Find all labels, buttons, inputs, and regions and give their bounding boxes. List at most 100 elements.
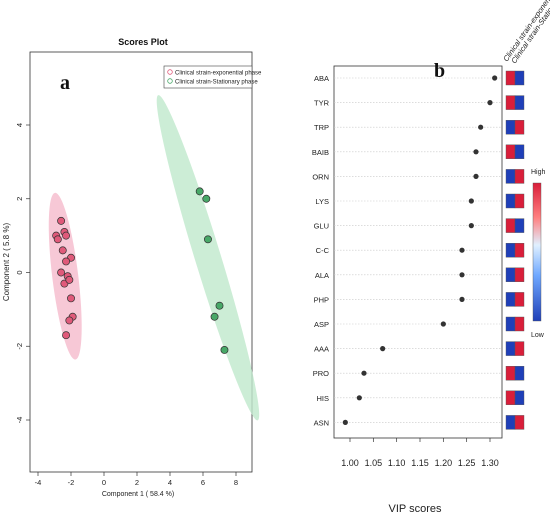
heatmap-cell [514, 292, 525, 307]
scores-plot-panel: Scores Plot -4 -2 0 2 4 6 8 -4 -2 0 2 4 Component … [2, 37, 262, 498]
heatmap-cell [505, 341, 516, 356]
vip-point [468, 223, 474, 229]
vip-x-tick-label: 1.25 [458, 458, 476, 468]
heatmap-cell [514, 218, 525, 233]
heatmap-cell [514, 95, 525, 110]
vip-x-axis-ticks: 1.00 1.05 1.10 1.15 1.20 1.25 1.30 [341, 438, 499, 468]
vip-x-tick-label: 1.15 [411, 458, 429, 468]
legend-label-exponential: Clinical strain-exponential phase [175, 71, 262, 77]
point-exponential [58, 246, 67, 255]
vip-feature-label: HIS [316, 394, 329, 403]
vip-feature-label: C-C [316, 246, 330, 255]
point-stationary [215, 301, 224, 310]
vip-point [356, 395, 362, 401]
vip-points [342, 75, 498, 425]
point-exponential [67, 294, 75, 303]
vip-point [473, 149, 479, 155]
x-tick-label: 2 [135, 478, 139, 487]
vip-feature-label: ALA [315, 271, 329, 280]
heatmap-cell [505, 390, 516, 405]
panel-label-a: a [60, 72, 70, 94]
vip-feature-labels: ABA TYR TRP BAIB ORN LYS GLU C-C ALA PHP ASP AAA PRO… [312, 74, 330, 427]
vip-x-tick-label: 1.00 [341, 458, 359, 468]
x-tick-label: 8 [234, 478, 238, 487]
vip-feature-label: ASN [314, 418, 329, 427]
vip-point [459, 296, 465, 302]
y-tick-label: 2 [15, 197, 24, 201]
vip-x-tick-label: 1.30 [481, 458, 499, 468]
ellipse-stationary [156, 95, 260, 421]
vip-feature-label: TYR [314, 99, 330, 108]
confidence-ellipses [48, 95, 260, 421]
heatmap-cell [514, 242, 525, 258]
x-tick-label: 6 [201, 478, 205, 487]
vip-plot-frame [333, 65, 503, 439]
point-stationary [210, 312, 219, 321]
heatmap-cell [505, 415, 516, 430]
vip-point [361, 370, 367, 376]
scores-plot-title: Scores Plot [118, 37, 168, 47]
heatmap-cell [514, 119, 525, 135]
x-axis-title: Component 1 ( 58.4 %) [102, 491, 174, 498]
vip-x-tick-label: 1.20 [435, 458, 453, 468]
vip-feature-label: PHP [314, 295, 329, 304]
heatmap-cell [514, 169, 525, 184]
heatmap-column-label-exponential: Clinical strain-exponential [501, 0, 550, 63]
point-stationary [195, 187, 204, 196]
vip-feature-label: AAA [314, 345, 329, 354]
point-exponential [57, 216, 66, 225]
heatmap-cell [505, 218, 516, 233]
vip-point [459, 247, 465, 253]
vip-feature-label: ABA [314, 74, 329, 83]
vip-feature-label: TRP [314, 123, 329, 132]
y-tick-label: 0 [15, 270, 24, 274]
heatmap-column-label-stationary: Clinical strain-Stationary [509, 0, 550, 65]
heatmap-cell [514, 341, 525, 356]
vip-point [492, 75, 498, 81]
vip-feature-label: ASP [314, 320, 329, 329]
heatmap-cell [505, 95, 516, 110]
vip-feature-label: BAIB [312, 148, 329, 157]
vip-point [342, 419, 348, 425]
vip-x-axis-title: VIP scores [389, 503, 442, 515]
x-tick-label: 4 [168, 478, 172, 487]
point-exponential [65, 275, 74, 284]
vip-point [440, 321, 446, 327]
heatmap-cell [505, 169, 516, 184]
heatmap-cell [505, 366, 516, 381]
vip-heatmap [505, 70, 525, 430]
vip-point [459, 272, 465, 278]
colorbar-high-label: High [531, 169, 546, 176]
legend: Clinical strain-exponential phase Clinic… [163, 65, 262, 89]
scores-plot-frame [29, 51, 253, 473]
point-stationary [202, 194, 211, 203]
vip-feature-label: GLU [314, 222, 329, 231]
point-exponential [65, 316, 74, 325]
heatmap-cell [505, 242, 516, 258]
heatmap-cell [514, 267, 525, 282]
point-exponential [62, 231, 71, 240]
heatmap-cell [505, 70, 516, 86]
point-exponential [57, 268, 66, 277]
panel-label-b: b [434, 60, 445, 82]
y-tick-label: 4 [15, 123, 24, 127]
vip-point [473, 173, 479, 179]
heatmap-cell [514, 70, 525, 86]
heatmap-cell [514, 390, 525, 405]
heatmap-cell [505, 267, 516, 282]
y-axis-title: Component 2 ( 5.8 %) [2, 223, 11, 302]
legend-marker-stationary [167, 78, 173, 84]
vip-point [380, 346, 386, 352]
heatmap-cell [505, 292, 516, 307]
x-tick-label: 0 [102, 478, 106, 487]
point-exponential [62, 331, 71, 340]
vip-feature-label: ORN [312, 172, 329, 181]
heatmap-cell [514, 415, 525, 430]
vip-feature-label: LYS [315, 197, 329, 206]
point-stationary [203, 235, 212, 244]
heatmap-cell [505, 316, 516, 332]
colorbar [532, 182, 542, 322]
legend-box [163, 65, 253, 89]
heatmap-cell [514, 193, 525, 209]
